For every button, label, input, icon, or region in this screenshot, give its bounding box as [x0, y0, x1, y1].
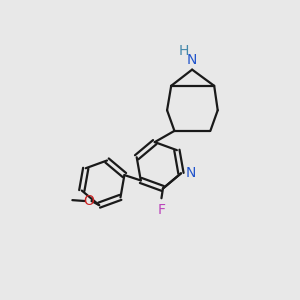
Text: N: N — [187, 53, 197, 67]
Text: H: H — [179, 44, 189, 58]
Text: O: O — [83, 194, 94, 208]
Text: F: F — [158, 202, 166, 217]
Text: N: N — [185, 167, 196, 180]
